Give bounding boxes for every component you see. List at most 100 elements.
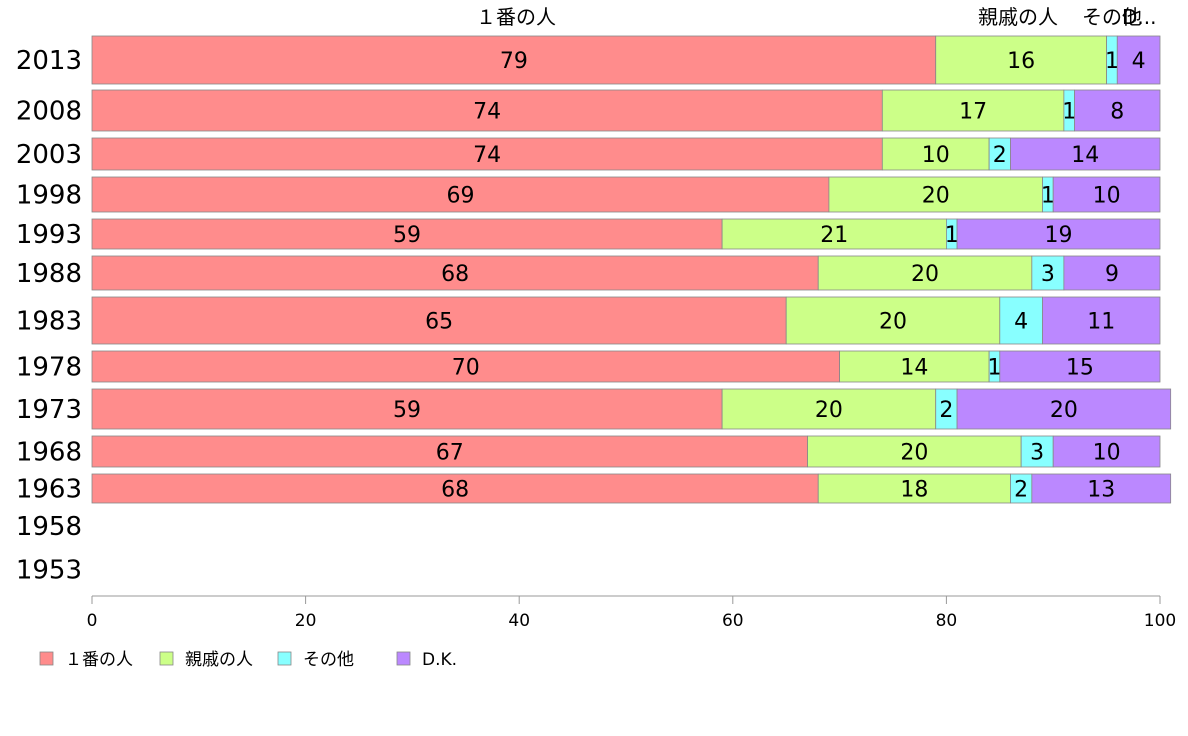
data-label: 79 bbox=[500, 49, 528, 74]
x-tick-label: 40 bbox=[508, 611, 530, 631]
y-tick-label: 2003 bbox=[16, 140, 82, 170]
x-tick-label: 60 bbox=[722, 611, 744, 631]
data-label: 20 bbox=[922, 184, 950, 209]
data-label: 20 bbox=[911, 262, 939, 287]
x-axis: 0 20 40 60 80 100 bbox=[87, 595, 1176, 631]
bar-segment bbox=[1052, 176, 1161, 213]
data-label: 1 bbox=[1105, 49, 1119, 74]
bar-segment bbox=[91, 350, 840, 383]
x-tick-label: 0 bbox=[87, 611, 98, 631]
y-tick-label: 1953 bbox=[16, 556, 82, 586]
data-label: 68 bbox=[441, 478, 469, 503]
top-label-series-4: D... bbox=[1122, 5, 1156, 29]
bar-segment bbox=[1010, 137, 1161, 171]
legend-label: １番の人 bbox=[65, 650, 133, 670]
data-label: 1 bbox=[1062, 100, 1076, 125]
data-label: 4 bbox=[1132, 49, 1146, 74]
data-label: 3 bbox=[1041, 262, 1055, 287]
bar-segment bbox=[839, 350, 990, 383]
data-label: 18 bbox=[900, 478, 928, 503]
y-tick-label: 1958 bbox=[16, 512, 82, 542]
top-label-series-3: その他 bbox=[1082, 5, 1142, 29]
bar-segment bbox=[881, 89, 1065, 132]
data-label: 10 bbox=[1093, 184, 1121, 209]
bar-segment bbox=[721, 388, 937, 430]
bar-segment bbox=[956, 218, 1161, 250]
data-label: 13 bbox=[1087, 478, 1115, 503]
data-label: 74 bbox=[473, 100, 501, 125]
data-label: 14 bbox=[1071, 143, 1099, 168]
data-label: 20 bbox=[1050, 398, 1078, 423]
data-label: 1 bbox=[1041, 184, 1055, 209]
y-tick-label: 1983 bbox=[16, 307, 82, 337]
legend-label: その他 bbox=[303, 650, 354, 670]
y-tick-label: 1993 bbox=[16, 220, 82, 250]
bar-segment bbox=[956, 388, 1172, 430]
data-label: 20 bbox=[900, 441, 928, 466]
bar-segment bbox=[1063, 255, 1161, 291]
data-label: 9 bbox=[1105, 262, 1119, 287]
bar-segment bbox=[91, 218, 723, 250]
data-label: 59 bbox=[393, 398, 421, 423]
legend-label: D.K. bbox=[422, 650, 457, 670]
data-label: 70 bbox=[452, 356, 480, 381]
data-label: 14 bbox=[900, 356, 928, 381]
y-tick-label: 2008 bbox=[16, 97, 82, 127]
legend-swatch bbox=[159, 651, 174, 666]
data-label: 68 bbox=[441, 262, 469, 287]
bar-segment bbox=[999, 350, 1161, 383]
bar-segment bbox=[91, 435, 808, 468]
data-label: 10 bbox=[922, 143, 950, 168]
y-tick-label: 1963 bbox=[16, 475, 82, 505]
top-series-labels: １番の人 親戚の人 その他 D... bbox=[476, 5, 1156, 29]
bar-segment bbox=[785, 296, 1001, 345]
y-tick-label: 1988 bbox=[16, 259, 82, 289]
bar-segment bbox=[1020, 435, 1054, 468]
bar-segment bbox=[91, 89, 883, 132]
data-label: 4 bbox=[1014, 310, 1028, 335]
bar-segment bbox=[807, 435, 1022, 468]
y-tick-label: 1973 bbox=[16, 395, 82, 425]
data-label: 67 bbox=[436, 441, 464, 466]
bar-segment bbox=[91, 137, 883, 171]
data-label: 69 bbox=[446, 184, 474, 209]
bar-segment bbox=[91, 176, 830, 213]
bar-segment bbox=[91, 296, 787, 345]
data-label: 21 bbox=[820, 223, 848, 248]
data-label: 11 bbox=[1087, 310, 1115, 335]
bar-segment bbox=[1042, 296, 1161, 345]
data-label: 10 bbox=[1093, 441, 1121, 466]
y-tick-label: 1968 bbox=[16, 438, 82, 468]
x-tick-label: 100 bbox=[1144, 611, 1176, 631]
data-label: 19 bbox=[1045, 223, 1073, 248]
data-label: 2 bbox=[939, 398, 953, 423]
data-label: 3 bbox=[1030, 441, 1044, 466]
data-label: 16 bbox=[1007, 49, 1035, 74]
bar-segment bbox=[817, 255, 1033, 291]
data-label: 2 bbox=[993, 143, 1007, 168]
bar-segment bbox=[999, 296, 1043, 345]
data-label: 15 bbox=[1066, 356, 1094, 381]
x-tick-label: 80 bbox=[936, 611, 958, 631]
top-label-series-2: 親戚の人 bbox=[978, 5, 1058, 29]
legend-label: 親戚の人 bbox=[185, 650, 253, 670]
bar-segment bbox=[1074, 89, 1161, 132]
bar-segment bbox=[1116, 35, 1161, 85]
legend-swatch bbox=[277, 651, 292, 666]
legend-swatch bbox=[396, 651, 411, 666]
bar-segment bbox=[1031, 473, 1172, 504]
data-label: 1 bbox=[987, 356, 1001, 381]
y-axis-labels: 2013 2008 2003 1998 1993 1988 1983 1978 1973 1968… bbox=[16, 46, 82, 586]
x-tick-label: 20 bbox=[295, 611, 317, 631]
bar-segment bbox=[721, 218, 947, 250]
bar-segment bbox=[91, 255, 819, 291]
data-label: 8 bbox=[1110, 100, 1124, 125]
bar-segment bbox=[91, 388, 723, 430]
y-tick-label: 2013 bbox=[16, 46, 82, 76]
y-tick-label: 1998 bbox=[16, 181, 82, 211]
bar-segment bbox=[881, 137, 990, 171]
data-label: 1 bbox=[945, 223, 959, 248]
bar-segment bbox=[817, 473, 1011, 504]
bar-segment bbox=[1031, 255, 1065, 291]
